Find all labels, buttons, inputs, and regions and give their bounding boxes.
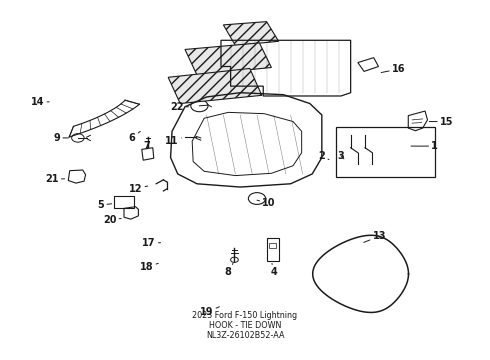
Text: 11: 11 — [165, 136, 182, 146]
Text: 17: 17 — [142, 238, 161, 248]
Text: 18: 18 — [140, 262, 158, 272]
Text: 2023 Ford F-150 Lightning: 2023 Ford F-150 Lightning — [193, 311, 297, 320]
Text: 22: 22 — [170, 102, 189, 112]
Text: 14: 14 — [31, 97, 49, 107]
Polygon shape — [223, 22, 279, 45]
Text: 1: 1 — [411, 141, 438, 151]
Text: NL3Z-26102B52-AA: NL3Z-26102B52-AA — [206, 330, 284, 339]
Text: 10: 10 — [257, 198, 276, 208]
Text: 15: 15 — [429, 117, 453, 126]
Text: 16: 16 — [381, 64, 405, 74]
Text: HOOK - TIE DOWN: HOOK - TIE DOWN — [209, 321, 281, 330]
Text: 7: 7 — [143, 138, 150, 151]
Text: 3: 3 — [338, 151, 344, 161]
Text: 21: 21 — [45, 174, 65, 184]
Text: 20: 20 — [103, 215, 121, 225]
Text: 19: 19 — [200, 307, 220, 317]
Text: 9: 9 — [53, 133, 69, 143]
Text: 12: 12 — [129, 184, 147, 194]
Text: 13: 13 — [364, 231, 386, 242]
Text: 4: 4 — [270, 264, 277, 277]
Text: 8: 8 — [225, 263, 233, 277]
Text: 6: 6 — [129, 131, 140, 143]
Text: 2: 2 — [318, 151, 329, 161]
Text: 5: 5 — [98, 200, 112, 210]
Polygon shape — [168, 68, 262, 104]
Polygon shape — [185, 43, 271, 75]
